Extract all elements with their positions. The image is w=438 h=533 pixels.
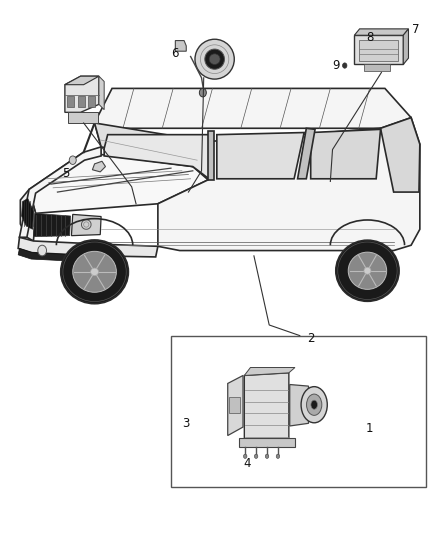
Polygon shape: [65, 76, 99, 85]
Polygon shape: [239, 438, 295, 447]
Text: 1: 1: [366, 422, 373, 435]
Polygon shape: [244, 368, 295, 375]
Polygon shape: [403, 29, 409, 64]
Ellipse shape: [307, 394, 322, 415]
Bar: [67, 96, 74, 107]
Polygon shape: [99, 76, 104, 110]
Text: 9: 9: [332, 59, 340, 72]
Polygon shape: [33, 213, 71, 237]
Polygon shape: [104, 135, 209, 179]
Bar: [229, 397, 240, 413]
Ellipse shape: [364, 267, 371, 274]
Circle shape: [265, 454, 269, 458]
Circle shape: [244, 454, 247, 458]
Ellipse shape: [61, 240, 128, 304]
Polygon shape: [18, 237, 158, 257]
Polygon shape: [290, 384, 308, 426]
Circle shape: [343, 63, 347, 68]
Polygon shape: [175, 41, 186, 51]
Text: 3: 3: [183, 417, 190, 430]
Polygon shape: [29, 152, 208, 213]
Ellipse shape: [301, 386, 327, 423]
Ellipse shape: [73, 252, 117, 292]
Polygon shape: [354, 29, 409, 35]
Bar: [68, 112, 98, 123]
Ellipse shape: [205, 49, 224, 69]
Polygon shape: [71, 214, 101, 236]
Text: 2: 2: [307, 332, 314, 345]
Bar: [88, 96, 95, 107]
Bar: [359, 39, 398, 61]
Bar: [78, 96, 85, 107]
Ellipse shape: [195, 39, 234, 79]
Polygon shape: [19, 147, 101, 237]
Text: 5: 5: [62, 167, 69, 180]
Ellipse shape: [348, 252, 387, 289]
Bar: [171, 336, 426, 487]
Polygon shape: [311, 130, 381, 179]
Polygon shape: [208, 131, 214, 180]
Text: 4: 4: [244, 457, 251, 470]
Ellipse shape: [336, 240, 399, 301]
Ellipse shape: [91, 268, 99, 276]
Polygon shape: [20, 189, 35, 241]
Ellipse shape: [311, 400, 318, 409]
Polygon shape: [18, 248, 97, 262]
Polygon shape: [92, 161, 106, 172]
Circle shape: [276, 454, 280, 458]
Circle shape: [199, 88, 206, 97]
Polygon shape: [95, 123, 208, 166]
Bar: [364, 64, 390, 71]
Circle shape: [254, 454, 258, 458]
Polygon shape: [244, 373, 289, 445]
Polygon shape: [21, 198, 33, 229]
Polygon shape: [228, 375, 243, 435]
Polygon shape: [95, 88, 411, 147]
Polygon shape: [217, 133, 304, 179]
Polygon shape: [381, 118, 420, 192]
Text: 6: 6: [172, 47, 179, 60]
Polygon shape: [65, 76, 99, 112]
Circle shape: [69, 156, 76, 165]
Ellipse shape: [209, 54, 220, 64]
Circle shape: [38, 245, 46, 256]
Text: 8: 8: [366, 31, 373, 44]
Polygon shape: [354, 35, 403, 64]
Polygon shape: [297, 128, 315, 179]
Polygon shape: [158, 118, 420, 251]
Text: 7: 7: [412, 23, 419, 36]
